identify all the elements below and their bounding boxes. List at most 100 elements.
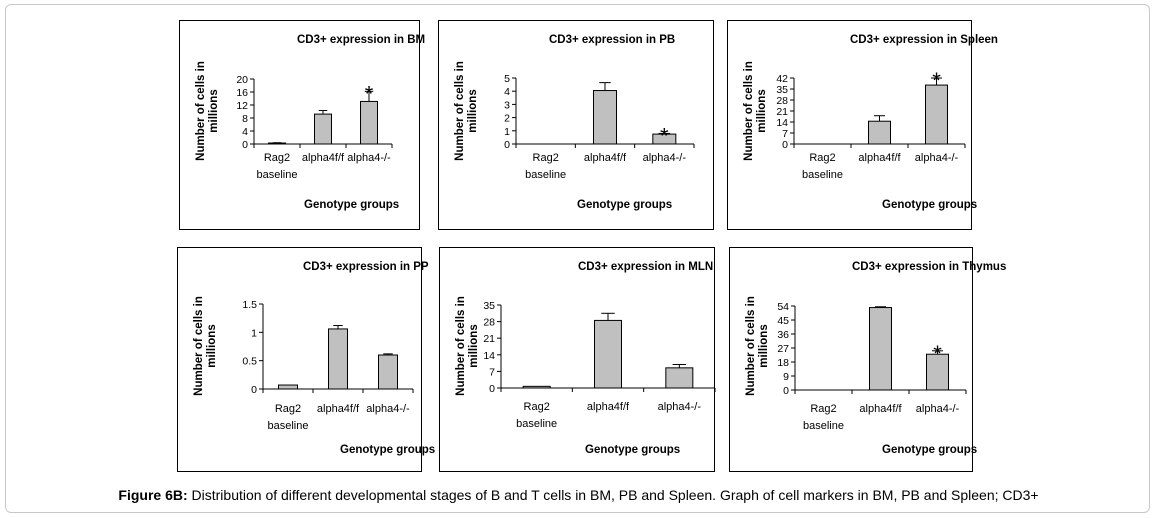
chart-panel-pp: CD3+ expression in PP Number of cells inm… xyxy=(177,247,435,472)
y-axis-label: Number of cells inmillions xyxy=(745,296,770,396)
category-label: Rag2 xyxy=(810,403,836,415)
category-label: Rag2 xyxy=(809,152,835,164)
y-tick-label: 1 xyxy=(251,327,257,339)
y-axis-label-line: Number of cells in xyxy=(454,61,466,161)
category-label: baseline xyxy=(802,169,843,181)
y-tick-label: 0.5 xyxy=(242,356,257,368)
category-label: alpha4-/- xyxy=(658,401,702,413)
category-label: alpha4f/f xyxy=(584,152,627,164)
y-tick-label: 0 xyxy=(504,139,510,151)
chart-svg-bm: CD3+ expression in BM Number of cells inm… xyxy=(195,34,425,211)
x-axis-label: Genotype groups xyxy=(340,444,435,456)
y-axis-label-line: Number of cells in xyxy=(743,61,755,161)
category-label: alpha4f/f xyxy=(859,403,902,415)
y-tick-label: 2 xyxy=(504,113,510,125)
chart-svg-pb: CD3+ expression in PB Number of cells inm… xyxy=(454,34,695,211)
y-axis-label-line: millions xyxy=(756,89,768,132)
x-axis-label: Genotype groups xyxy=(882,199,977,211)
caption-label: Figure 6B: xyxy=(118,487,188,503)
category-label: alpha4f/f xyxy=(317,403,360,415)
y-tick-label: 1 xyxy=(504,126,510,138)
y-tick-label: 14 xyxy=(776,117,788,129)
chart-svg-spleen: CD3+ expression in Spleen Number of cells… xyxy=(743,34,998,211)
bar xyxy=(278,384,298,390)
y-tick-label: 45 xyxy=(777,315,789,327)
caption-text: Distribution of different developmental … xyxy=(187,487,1039,503)
y-axis-label-line: Number of cells in xyxy=(455,296,467,396)
y-tick-label: 1.5 xyxy=(242,299,257,311)
chart-title: CD3+ expression in PP xyxy=(303,261,429,273)
y-tick-label: 21 xyxy=(483,333,495,345)
y-axis-label-line: millions xyxy=(208,89,220,132)
y-axis-label: Number of cells inmillions xyxy=(193,296,218,396)
chart-panel-bm: CD3+ expression in BM Number of cells inm… xyxy=(179,20,425,230)
y-tick-label: 35 xyxy=(776,84,788,96)
chart-svg-thymus: CD3+ expression in Thymus Number of cells… xyxy=(745,261,1006,456)
category-label: baseline xyxy=(525,169,566,181)
category-label: Rag2 xyxy=(275,403,301,415)
chart-panel-mln: CD3+ expression in MLN Number of cells in… xyxy=(439,247,716,472)
y-tick-label: 20 xyxy=(236,74,248,86)
y-axis-label-line: millions xyxy=(758,324,770,367)
category-label: Rag2 xyxy=(524,401,550,413)
category-label: baseline xyxy=(803,420,844,432)
bar xyxy=(328,328,348,390)
chart-svg-mln: CD3+ expression in MLN Number of cells in… xyxy=(455,261,716,456)
category-label: alpha4-/- xyxy=(643,152,687,164)
y-axis-label: Number of cells inmillions xyxy=(195,61,220,161)
y-axis-label-line: Number of cells in xyxy=(745,296,757,396)
category-label: baseline xyxy=(268,420,309,432)
y-tick-label: 12 xyxy=(236,100,248,112)
x-axis-label: Genotype groups xyxy=(577,199,672,211)
bar xyxy=(868,120,891,145)
significance-star: * xyxy=(365,81,374,106)
y-axis-label-line: millions xyxy=(468,324,480,367)
y-axis-label: Number of cells inmillions xyxy=(455,296,480,396)
figure-caption: Figure 6B: Distribution of different dev… xyxy=(0,487,1157,503)
bar xyxy=(522,385,551,389)
y-tick-label: 0 xyxy=(782,139,788,151)
y-tick-label: 42 xyxy=(776,73,788,85)
y-tick-label: 4 xyxy=(504,86,510,98)
y-tick-label: 7 xyxy=(489,366,495,378)
y-axis-label-line: millions xyxy=(467,89,479,132)
bar xyxy=(593,90,617,145)
chart-panel-pb: CD3+ expression in PB Number of cells inm… xyxy=(438,20,714,230)
y-tick-label: 5 xyxy=(504,73,510,85)
y-tick-label: 0 xyxy=(251,384,257,396)
bar xyxy=(378,354,398,390)
category-label: alpha4f/f xyxy=(858,152,901,164)
bar xyxy=(652,133,677,145)
y-tick-label: 27 xyxy=(777,343,789,355)
category-label: alpha4-/- xyxy=(916,403,960,415)
category-label: baseline xyxy=(257,169,298,181)
y-tick-label: 0 xyxy=(242,139,248,151)
y-axis-label: Number of cells inmillions xyxy=(743,61,768,161)
y-axis-label-line: millions xyxy=(206,324,218,367)
y-axis-label: Number of cells inmillions xyxy=(454,61,479,161)
y-tick-label: 18 xyxy=(777,357,789,369)
chart-svg-pp: CD3+ expression in PP Number of cells inm… xyxy=(193,261,435,456)
category-label: Rag2 xyxy=(264,152,290,164)
y-tick-label: 14 xyxy=(483,350,495,362)
chart-panel-thymus: CD3+ expression in Thymus Number of cells… xyxy=(729,247,1006,472)
y-tick-label: 16 xyxy=(236,87,248,99)
y-tick-label: 0 xyxy=(489,383,495,395)
category-label: Rag2 xyxy=(533,152,559,164)
y-tick-label: 21 xyxy=(776,106,788,118)
y-tick-label: 54 xyxy=(777,301,789,313)
y-axis-label-line: Number of cells in xyxy=(193,296,205,396)
significance-star: * xyxy=(660,123,669,148)
y-tick-label: 28 xyxy=(483,317,495,329)
bar xyxy=(665,367,694,389)
significance-star: * xyxy=(933,341,942,366)
figure-frame xyxy=(5,4,1150,513)
chart-title: CD3+ expression in PB xyxy=(549,34,675,46)
category-label: alpha4-/- xyxy=(915,152,959,164)
y-tick-label: 28 xyxy=(776,95,788,107)
bar xyxy=(314,113,332,145)
bar xyxy=(594,319,622,389)
y-tick-label: 3 xyxy=(504,99,510,111)
y-tick-label: 0 xyxy=(783,385,789,397)
bar xyxy=(925,84,948,145)
